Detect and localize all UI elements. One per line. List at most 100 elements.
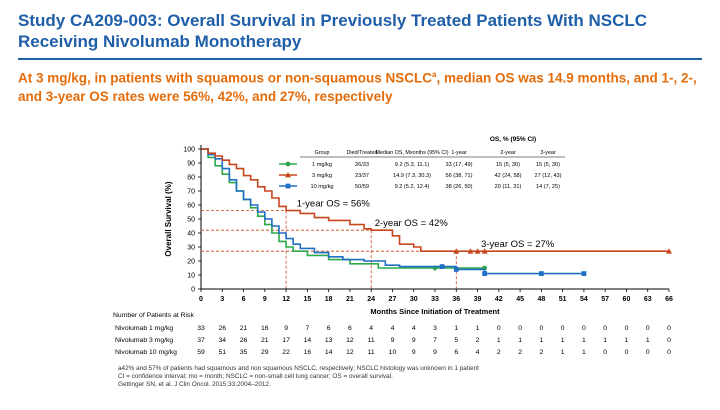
risk-table-value: 1 [497, 337, 501, 344]
risk-table-value: 0 [667, 325, 671, 332]
x-tick-label: 15 [303, 296, 311, 303]
summary-table-header: Median OS, Msonths (95% CI) [375, 150, 448, 156]
x-tick-label: 39 [474, 296, 482, 303]
risk-table-value: 51 [218, 349, 226, 356]
x-tick-label: 60 [623, 296, 631, 303]
risk-table-value: 9 [412, 337, 416, 344]
risk-table-value: 22 [282, 349, 290, 356]
risk-table-value: 1 [539, 337, 543, 344]
y-tick-label: 30 [187, 245, 195, 252]
subtitle-part1: At 3 mg/kg, in patients with squamous or… [18, 70, 433, 86]
summary-table-cell: 14 (7, 25) [536, 184, 560, 190]
y-tick-label: 50 [187, 217, 195, 224]
x-tick-label: 27 [389, 296, 397, 303]
risk-table-value: 0 [603, 349, 607, 356]
censor-marker-10-mg-kg [581, 271, 587, 276]
censor-marker-10-mg-kg [453, 267, 459, 272]
y-axis-title: Overall Survival (%) [164, 181, 173, 256]
summary-table-header: Died/Treated [347, 150, 378, 156]
risk-table-value: 0 [646, 325, 650, 332]
y-tick-label: 80 [187, 175, 195, 182]
summary-table-superheader: OS, % (95% CI) [490, 136, 536, 143]
x-tick-label: 42 [495, 296, 503, 303]
y-tick-label: 70 [187, 189, 195, 196]
x-tick-label: 24 [367, 296, 375, 303]
risk-table-value: 0 [561, 325, 565, 332]
risk-table-value: 21 [240, 325, 248, 332]
risk-table-value: 37 [197, 337, 205, 344]
y-tick-label: 100 [183, 147, 195, 154]
y-tick-label: 90 [187, 161, 195, 168]
summary-table-cell: 3 mg/kg [312, 173, 332, 179]
x-tick-label: 9 [263, 296, 267, 303]
risk-table-value: 4 [369, 325, 373, 332]
summary-table-cell: 23/37 [355, 173, 369, 179]
risk-table-value: 2 [476, 337, 480, 344]
censor-marker-3-mg-kg [467, 248, 474, 254]
risk-table-value: 5 [454, 337, 458, 344]
x-tick-label: 12 [282, 296, 290, 303]
censor-marker-3-mg-kg [666, 248, 672, 254]
risk-table-value: 9 [391, 337, 395, 344]
summary-table-cell: 56 (38, 71) [445, 173, 472, 179]
y-tick-label: 40 [187, 231, 195, 238]
summary-table-header: 2-year [500, 150, 515, 156]
footnote-line-2: CI = confidence interval; mo = month; NS… [118, 373, 393, 380]
summary-table-cell: 1 mg/kg [312, 162, 332, 168]
summary-table-cell: 38 (26, 50) [445, 184, 472, 190]
risk-table-value: 14 [304, 337, 312, 344]
risk-table-value: 1 [454, 325, 458, 332]
risk-table-value: 1 [646, 337, 650, 344]
risk-table-value: 3 [433, 325, 437, 332]
risk-table-value: 33 [197, 325, 205, 332]
summary-table-cell: 33 (17, 49) [445, 162, 472, 168]
risk-table-value: 1 [561, 337, 565, 344]
x-tick-label: 48 [537, 296, 545, 303]
summary-table-cell: 20 (11, 31) [495, 184, 522, 190]
summary-table-cell: 50/59 [355, 184, 369, 190]
x-tick-label: 63 [644, 296, 652, 303]
censor-marker-10-mg-kg [482, 271, 488, 276]
y-tick-label: 0 [191, 287, 195, 294]
risk-table-value: 0 [667, 337, 671, 344]
summary-table-cell: 9.2 (5.3, 11.1) [395, 162, 430, 168]
legend-marker-3-mg-kg [285, 172, 291, 178]
risk-table-value: 4 [391, 325, 395, 332]
risk-table-value: 16 [261, 325, 269, 332]
subtitle-part2: , median OS was 14.9 months, and 1-, 2-,… [18, 70, 697, 104]
series-line-3-mg-kg [201, 148, 669, 252]
summary-table-cell: 9.2 (5.2, 12.4) [395, 184, 430, 190]
risk-table-value: 11 [368, 337, 375, 344]
risk-table-value: 1 [518, 337, 522, 344]
risk-table-value: 2 [518, 349, 522, 356]
x-tick-label: 33 [431, 296, 439, 303]
x-tick-label: 54 [580, 296, 588, 303]
x-tick-label: 66 [665, 296, 673, 303]
y-tick-label: 20 [187, 259, 195, 266]
x-tick-label: 3 [220, 296, 224, 303]
risk-table-title: Number of Patients at Risk [113, 312, 194, 319]
x-tick-label: 0 [199, 296, 203, 303]
risk-table-value: 6 [454, 349, 458, 356]
risk-table-value: 10 [389, 349, 397, 356]
risk-table-value: 9 [284, 325, 288, 332]
x-tick-label: 51 [559, 296, 567, 303]
page-title: Study CA209-003: Overall Survival in Pre… [18, 11, 648, 51]
os-annotation: 2-year OS = 42% [375, 218, 449, 229]
summary-table-cell: 15 (5, 30) [536, 162, 560, 168]
risk-table-value: 13 [325, 337, 333, 344]
risk-table-value: 1 [476, 325, 480, 332]
summary-table-cell: 15 (5, 30) [496, 162, 520, 168]
summary-table-cell: 42 (24, 58) [494, 173, 521, 179]
x-tick-label: 57 [601, 296, 609, 303]
risk-table-value: 7 [433, 337, 437, 344]
risk-table-value: 6 [327, 325, 331, 332]
summary-table-header: 3-year [540, 150, 555, 156]
summary-table-cell: 27 (12, 43) [534, 173, 561, 179]
x-tick-label: 6 [242, 296, 246, 303]
footnote-line-1: a42% and 57% of patients had squamous an… [118, 365, 479, 372]
risk-table-value: 59 [197, 349, 205, 356]
risk-table-value: 12 [346, 349, 354, 356]
page-subtitle: At 3 mg/kg, in patients with squamous or… [18, 66, 708, 106]
